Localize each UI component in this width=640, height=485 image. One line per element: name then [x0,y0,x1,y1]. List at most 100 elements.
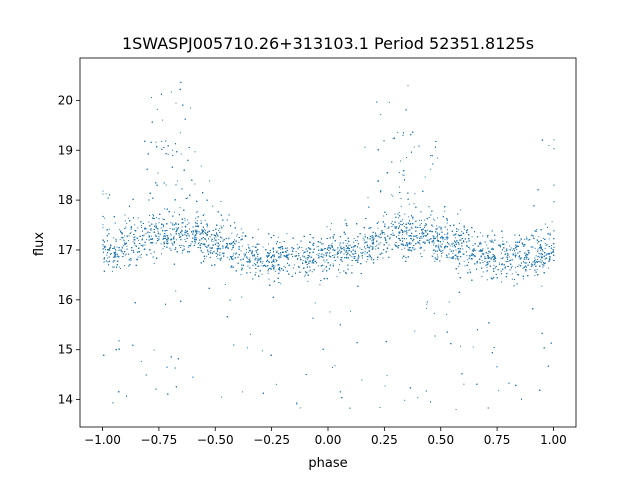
data-point [293,264,295,266]
data-point [547,267,549,269]
data-point [195,217,197,219]
data-point [292,256,293,257]
data-point [200,165,202,167]
data-point [112,237,114,239]
data-point [296,402,298,404]
data-point [267,254,269,256]
data-point [158,233,160,235]
data-point [150,229,152,231]
data-point [481,276,483,277]
data-point [114,253,116,255]
data-point [376,244,378,246]
data-point [544,223,546,225]
data-point [535,255,537,257]
data-point [410,226,412,228]
data-point [308,260,310,262]
data-point [303,275,305,277]
data-point [482,254,484,256]
data-point [519,240,521,242]
data-point [541,252,543,254]
data-point [489,240,491,242]
data-point [123,235,125,237]
data-point [396,236,397,238]
data-point [528,250,530,252]
data-point [369,245,371,247]
data-point [301,247,303,249]
data-point [397,237,399,239]
data-point [257,255,259,257]
data-point [489,260,491,262]
data-point [229,258,230,260]
data-point [299,407,301,409]
data-point [235,253,237,255]
data-point [511,278,513,280]
data-point [398,235,400,236]
data-point [201,229,203,231]
data-point [331,223,333,225]
data-point [436,244,438,246]
data-point [380,114,382,116]
data-point [316,254,318,256]
data-point [212,205,214,207]
data-point [137,227,139,229]
data-point [433,236,435,238]
data-point [541,255,543,257]
data-point [171,149,173,151]
data-point [432,241,434,243]
data-point [380,191,381,193]
data-point [379,237,381,239]
data-point [179,207,181,209]
data-point [386,214,387,215]
data-point [486,244,488,246]
data-point [441,250,443,252]
data-point [359,247,361,249]
data-point [544,247,546,249]
data-point [160,233,161,235]
data-point [357,259,359,261]
data-point [211,240,212,242]
data-point [318,253,320,255]
data-point [306,259,308,261]
data-point [408,203,410,205]
data-point [428,217,430,218]
data-point [391,226,393,227]
data-point [142,244,144,246]
data-point [286,233,288,235]
data-point [326,226,328,228]
data-point [398,172,400,174]
data-point [402,230,404,232]
data-point [321,253,323,255]
data-point [446,222,448,224]
data-point [156,237,158,239]
data-point [399,226,401,228]
data-point [180,247,182,248]
data-point [102,193,104,195]
data-point [454,234,456,236]
data-point [527,239,529,241]
data-point [463,225,465,227]
data-point [536,229,538,230]
data-point [274,261,276,263]
data-point [324,261,326,263]
data-point [367,197,369,199]
data-point [353,241,355,243]
data-point [432,225,434,227]
data-point [549,232,551,234]
data-point [320,249,322,251]
data-point [123,239,125,241]
data-point [411,238,412,240]
data-point [437,157,439,159]
data-point [217,247,219,249]
data-point [318,255,320,257]
data-point [400,198,402,199]
data-point [419,219,420,221]
data-point [379,407,381,408]
data-point [261,273,263,275]
data-point [167,153,169,155]
data-point [458,229,460,231]
data-point [131,249,133,251]
data-point [180,233,182,235]
data-point [437,217,439,219]
data-point [299,257,301,259]
data-point [140,253,142,255]
